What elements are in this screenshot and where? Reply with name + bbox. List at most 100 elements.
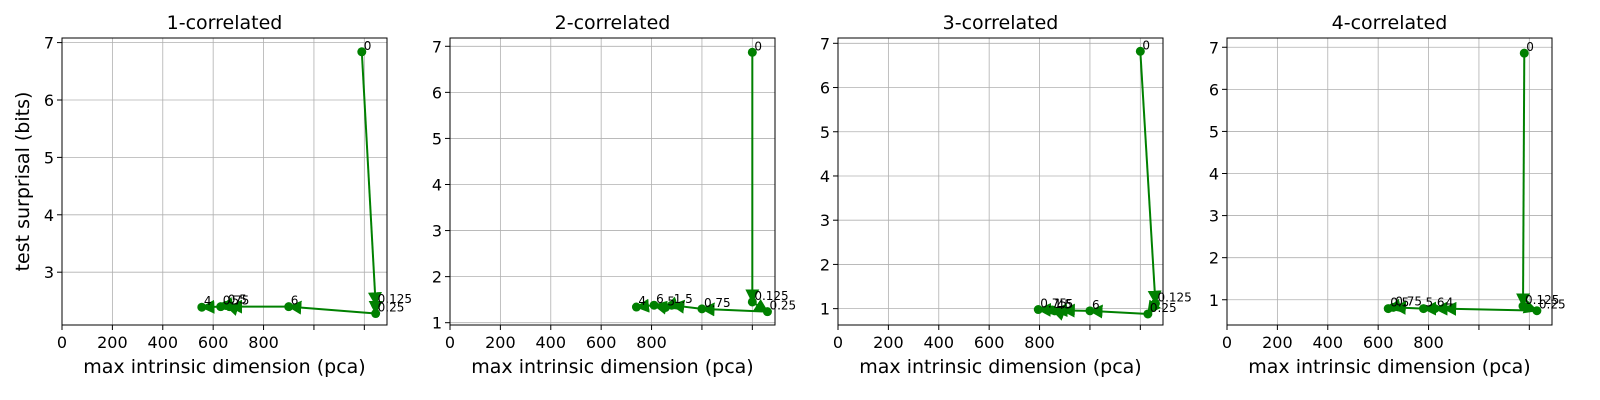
point-label: 4 <box>638 294 646 308</box>
point-label: 0.75 <box>1040 297 1067 311</box>
y-tick-label: 3 <box>432 222 442 241</box>
y-tick-label: 6 <box>44 91 54 110</box>
data-point <box>1143 309 1153 319</box>
point-label: 6 <box>1437 296 1445 310</box>
point-label: 6 <box>656 292 664 306</box>
data-point <box>284 302 294 312</box>
x-axis-label: max intrinsic dimension (pca) <box>859 356 1141 378</box>
point-label: 0.75 <box>704 296 731 310</box>
x-tick-label: 600 <box>586 333 617 352</box>
plot-frame <box>449 37 776 326</box>
y-tick-label: 3 <box>44 263 54 282</box>
y-tick-label: 4 <box>1209 165 1219 184</box>
y-tick-label: 2 <box>1209 249 1219 268</box>
x-tick-label: 800 <box>1413 333 1444 352</box>
y-tick-label: 6 <box>820 79 830 98</box>
data-point <box>1383 304 1393 314</box>
trajectory-segment <box>360 51 382 307</box>
y-tick-label: 3 <box>1209 207 1219 226</box>
chart-title: 4-correlated <box>1332 12 1448 34</box>
plot-frame <box>1226 37 1553 326</box>
x-tick-label: 800 <box>1024 333 1055 352</box>
point-label: 0 <box>1526 40 1534 54</box>
chart-title: 1-correlated <box>167 12 283 34</box>
x-tick-label: 400 <box>1313 333 1344 352</box>
point-label: 1.5 <box>674 292 693 306</box>
point-label: 0.75 <box>223 294 250 308</box>
data-point <box>1439 304 1449 314</box>
data-point <box>649 300 659 310</box>
data-point <box>747 297 757 307</box>
data-point <box>371 309 381 319</box>
x-tick-label: 0 <box>1222 333 1232 352</box>
data-point <box>1430 304 1440 314</box>
data-point <box>747 47 757 57</box>
point-label: 4 <box>1057 298 1065 312</box>
data-point <box>697 304 707 314</box>
data-point <box>1033 305 1043 315</box>
y-tick-label: 7 <box>820 34 830 53</box>
point-label: 1.5 <box>1054 297 1073 311</box>
y-tick-label: 7 <box>1209 38 1219 57</box>
data-point <box>1532 306 1542 316</box>
y-tick-label: 6 <box>432 83 442 102</box>
data-point <box>1135 46 1145 56</box>
trajectory-segment <box>287 300 376 315</box>
data-point <box>371 300 381 310</box>
data-point <box>1057 305 1067 315</box>
point-label: 0.125 <box>754 289 788 303</box>
plot-frame <box>837 37 1164 326</box>
point-label: 0 <box>754 39 762 53</box>
point-label: 4 <box>1446 296 1454 310</box>
data-point <box>357 47 367 57</box>
data-point <box>1519 48 1529 58</box>
point-label: 6 <box>291 294 299 308</box>
x-axis-label: max intrinsic dimension (pca) <box>83 356 365 378</box>
y-tick-label: 7 <box>432 37 442 56</box>
point-label: 0.25 <box>1150 301 1177 315</box>
point-label: 4 <box>204 294 212 308</box>
data-point <box>1150 298 1160 308</box>
x-tick-label: 600 <box>1363 333 1394 352</box>
point-label: 6 <box>1092 298 1100 312</box>
trajectory-segment <box>1088 304 1148 319</box>
x-tick-label: 800 <box>248 333 279 352</box>
trajectory-segment <box>1139 51 1162 305</box>
point-label: 0.25 <box>1539 298 1566 312</box>
point-label: 5 <box>1426 296 1434 310</box>
x-tick-label: 400 <box>536 333 567 352</box>
y-tick-label: 5 <box>432 129 442 148</box>
point-label: 5 <box>1064 297 1072 311</box>
y-tick-label: 4 <box>432 175 442 194</box>
y-tick-label: 4 <box>44 206 54 225</box>
y-tick-label: 1 <box>1209 291 1219 310</box>
point-label: 0.125 <box>1525 293 1559 307</box>
x-tick-label: 200 <box>97 333 128 352</box>
x-tick-label: 200 <box>485 333 516 352</box>
trajectory-segment <box>1516 53 1531 308</box>
point-label: 0.125 <box>1157 290 1191 304</box>
chart-title: 2-correlated <box>555 12 671 34</box>
data-point <box>631 302 641 312</box>
y-tick-label: 1 <box>820 300 830 319</box>
x-tick-label: 400 <box>924 333 955 352</box>
point-label: 0.25 <box>769 299 796 313</box>
point-label: 0.75 <box>1395 294 1422 308</box>
data-point <box>1047 305 1057 315</box>
trajectory-segment <box>700 302 768 317</box>
point-label: 0 <box>364 39 372 53</box>
y-tick-label: 6 <box>1209 80 1219 99</box>
y-tick-label: 3 <box>820 211 830 230</box>
y-tick-label: 5 <box>820 123 830 142</box>
x-axis-label: max intrinsic dimension (pca) <box>1248 356 1530 378</box>
x-tick-label: 800 <box>636 333 667 352</box>
x-tick-label: 200 <box>873 333 904 352</box>
data-point <box>1518 301 1528 311</box>
x-tick-label: 600 <box>198 333 229 352</box>
x-tick-label: 200 <box>1262 333 1293 352</box>
y-tick-label: 2 <box>820 255 830 274</box>
trajectory-segment <box>1442 301 1537 316</box>
point-label: 0.25 <box>378 301 405 315</box>
